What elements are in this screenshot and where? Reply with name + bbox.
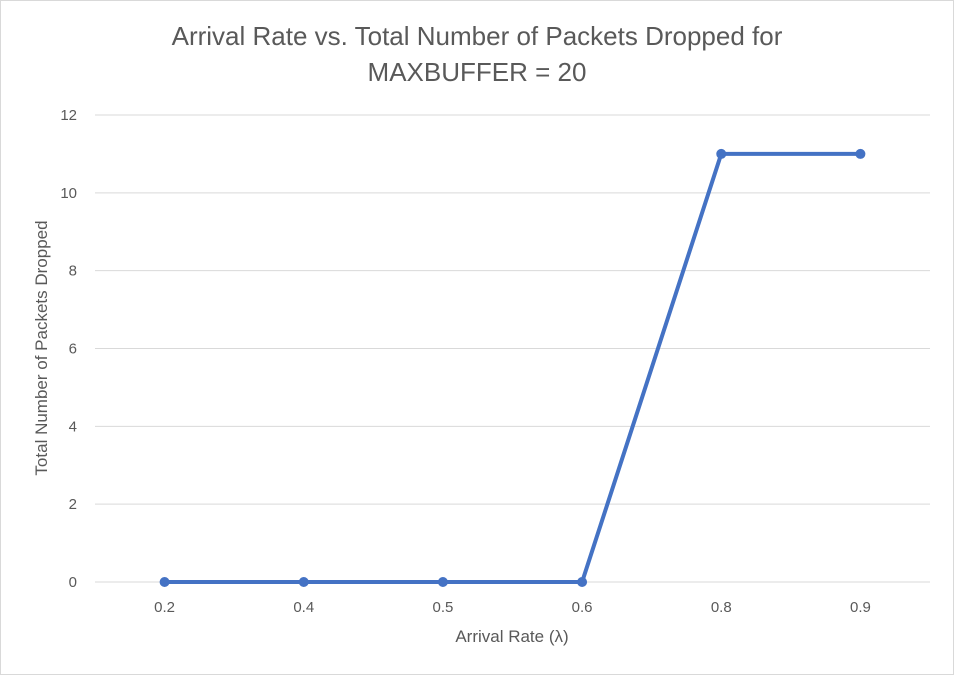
y-tick-label: 8 — [69, 263, 77, 280]
series-line — [162, 151, 863, 584]
gridlines — [95, 114, 930, 583]
y-tick-label: 10 — [60, 185, 77, 202]
data-point — [159, 577, 170, 587]
x-tick-label: 0.2 — [154, 599, 175, 616]
data-point — [437, 577, 448, 587]
y-tick-label: 12 — [60, 107, 77, 124]
y-tick-label: 0 — [69, 574, 77, 591]
chart-title-line-2: MAXBUFFER = 20 — [367, 57, 587, 87]
data-point — [716, 148, 727, 159]
chart-title: Arrival Rate vs. Total Number of Packets… — [0, 18, 954, 90]
y-axis-title: Total Number of Packets Dropped — [32, 220, 51, 475]
x-tick-label: 0.6 — [572, 599, 593, 616]
x-tick-label: 0.9 — [850, 599, 871, 616]
y-tick-label: 2 — [69, 496, 77, 513]
series-points — [159, 148, 866, 587]
y-axis-tick-labels: 0 2 4 6 8 10 12 — [60, 107, 77, 591]
chart-title-line-1: Arrival Rate vs. Total Number of Packets… — [171, 21, 783, 51]
data-point — [577, 577, 588, 587]
y-tick-label: 6 — [69, 341, 77, 358]
data-point — [855, 148, 866, 159]
x-axis-title: Arrival Rate (λ) — [455, 627, 568, 646]
x-tick-label: 0.5 — [432, 599, 453, 616]
data-point — [298, 577, 309, 587]
y-tick-label: 4 — [69, 418, 77, 435]
series-line-group — [162, 151, 863, 584]
x-tick-label: 0.8 — [711, 599, 732, 616]
x-axis-tick-labels: 0.2 0.4 0.5 0.6 0.8 0.9 — [154, 599, 871, 616]
x-tick-label: 0.4 — [293, 599, 314, 616]
